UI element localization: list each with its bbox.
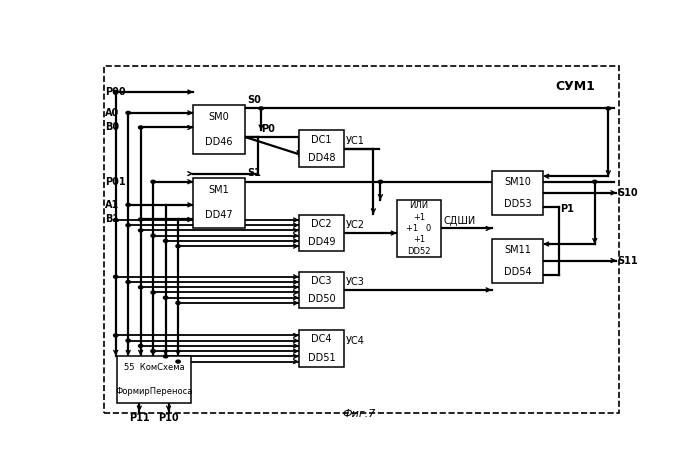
Bar [397, 200, 441, 257]
Text: DC1: DC1 [311, 135, 332, 145]
Text: P10: P10 [158, 413, 179, 423]
Text: +1: +1 [413, 235, 425, 244]
Text: S10: S10 [617, 188, 638, 198]
Text: SM11: SM11 [504, 245, 531, 255]
Text: 55  КомСхема: 55 КомСхема [124, 363, 184, 372]
Circle shape [139, 286, 143, 289]
Text: DD46: DD46 [205, 137, 233, 147]
Circle shape [126, 339, 130, 342]
Text: B0: B0 [106, 122, 120, 132]
Circle shape [139, 345, 143, 347]
Circle shape [113, 218, 118, 221]
Bar [193, 105, 245, 154]
Circle shape [139, 126, 143, 129]
Circle shape [164, 296, 168, 299]
Circle shape [113, 90, 118, 93]
Text: СДШИ: СДШИ [444, 216, 476, 226]
Text: DD48: DD48 [307, 153, 335, 163]
Circle shape [139, 229, 143, 232]
Circle shape [176, 360, 181, 363]
Text: B1: B1 [106, 215, 120, 225]
Text: P0: P0 [261, 124, 275, 134]
Circle shape [593, 180, 597, 183]
Text: P01: P01 [106, 177, 126, 187]
Text: SM0: SM0 [209, 112, 230, 122]
Text: A1: A1 [106, 200, 120, 210]
Text: SM10: SM10 [504, 177, 531, 187]
Text: ФормирПереноса: ФормирПереноса [116, 387, 192, 396]
Text: +1   0: +1 0 [406, 224, 432, 233]
Text: СУМ1: СУМ1 [556, 80, 596, 93]
Text: УС3: УС3 [346, 277, 365, 287]
Text: УС1: УС1 [346, 136, 365, 146]
Text: DC2: DC2 [311, 219, 332, 229]
Bar [299, 330, 344, 367]
Circle shape [139, 218, 143, 221]
Bar [193, 178, 245, 228]
Text: DD53: DD53 [503, 198, 531, 209]
Text: S0: S0 [248, 95, 261, 105]
Circle shape [151, 234, 155, 237]
Bar [299, 130, 344, 167]
Bar [299, 271, 344, 308]
Bar [118, 356, 190, 404]
Text: DD51: DD51 [307, 353, 335, 363]
Text: P1: P1 [561, 204, 575, 214]
Text: ИЛИ: ИЛИ [410, 201, 428, 210]
Text: DC4: DC4 [311, 334, 332, 344]
Text: DD52: DD52 [407, 247, 430, 256]
Text: DC3: DC3 [311, 276, 332, 286]
Text: Фиг.7: Фиг.7 [342, 409, 375, 419]
Text: УС4: УС4 [346, 336, 365, 346]
Text: S11: S11 [617, 256, 638, 266]
Text: DD50: DD50 [307, 294, 335, 304]
Circle shape [151, 180, 155, 183]
Text: S1: S1 [248, 168, 261, 178]
Text: A0: A0 [106, 108, 120, 118]
Bar [491, 238, 543, 283]
Circle shape [259, 107, 263, 110]
Bar [491, 171, 543, 215]
Text: УС2: УС2 [346, 220, 365, 230]
Text: P11: P11 [129, 413, 150, 423]
Text: +1: +1 [413, 213, 425, 222]
Circle shape [113, 275, 118, 278]
Circle shape [126, 203, 130, 206]
Circle shape [113, 334, 118, 337]
Circle shape [164, 239, 168, 242]
Circle shape [126, 224, 130, 227]
Text: SM1: SM1 [209, 186, 230, 196]
Text: DD49: DD49 [307, 237, 335, 247]
Circle shape [126, 111, 130, 114]
Bar [299, 215, 344, 251]
Circle shape [151, 291, 155, 294]
Text: P00: P00 [106, 87, 126, 97]
Circle shape [176, 301, 181, 305]
Text: DD47: DD47 [205, 210, 233, 220]
Text: DD54: DD54 [503, 267, 531, 277]
Circle shape [606, 107, 610, 110]
Circle shape [176, 245, 181, 248]
Circle shape [126, 280, 130, 284]
Circle shape [378, 180, 383, 183]
Circle shape [164, 355, 168, 358]
Circle shape [151, 350, 155, 353]
